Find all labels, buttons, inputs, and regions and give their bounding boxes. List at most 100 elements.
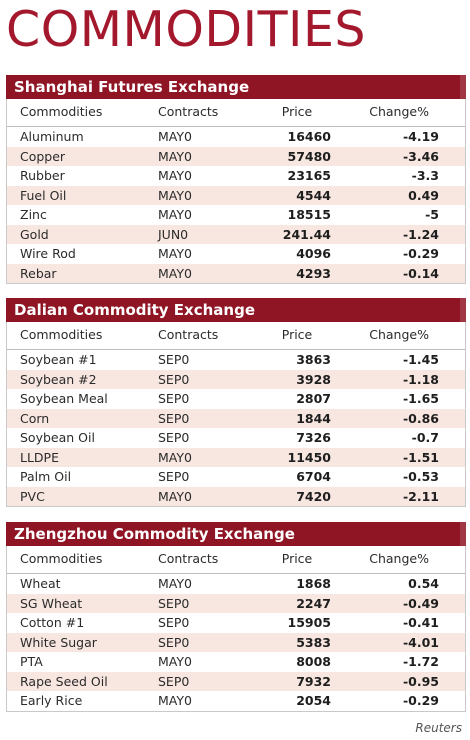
commodity-name: Soybean Oil (20, 430, 95, 445)
price-value: 3928 (296, 371, 331, 387)
price-value: 15905 (287, 615, 332, 630)
table-row: White Sugar SEP0 5383 -4.01 (7, 632, 465, 652)
column-header-price: Price (281, 551, 313, 566)
price-value: 3863 (296, 352, 331, 367)
commodity-name: Aluminum (20, 129, 84, 144)
price-value: 5383 (296, 634, 331, 650)
contract-month: MAY0 (158, 246, 192, 261)
column-header-contracts: Contracts (158, 104, 219, 119)
exchange-title: Dalian Commodity Exchange (6, 298, 466, 322)
contract-month: MAY0 (158, 693, 192, 708)
price-value: 6704 (296, 469, 331, 484)
contract-month: MAY0 (158, 129, 192, 144)
change-percent: -0.7 (411, 430, 439, 445)
table-row: Soybean Oil SEP0 7326 -0.7 (7, 428, 465, 448)
table-row: Rape Seed Oil SEP0 7932 -0.95 (7, 671, 465, 691)
table-row: Corn SEP0 1844 -0.86 (7, 408, 465, 428)
contract-month: SEP0 (158, 634, 190, 650)
change-percent: 0.54 (408, 576, 439, 591)
table-row: Soybean Meal SEP0 2807 -1.65 (7, 389, 465, 409)
contract-month: SEP0 (158, 595, 190, 611)
price-value: 16460 (287, 129, 332, 144)
column-header-price: Price (281, 104, 313, 119)
table-header: Commodities Contracts Price Change% (7, 322, 465, 350)
commodity-name: Rubber (20, 168, 65, 183)
price-value: 7326 (296, 430, 331, 445)
table-row: Rubber MAY0 23165 -3.3 (7, 166, 465, 186)
commodity-name: Copper (20, 148, 66, 164)
change-percent: -0.86 (402, 410, 439, 426)
table-row: Wheat MAY0 1868 0.54 (7, 574, 465, 594)
price-value: 7420 (296, 488, 331, 504)
commodity-name: Wheat (20, 576, 61, 591)
contract-month: MAY0 (158, 168, 192, 183)
contract-month: SEP0 (158, 391, 190, 406)
change-percent: -0.53 (402, 469, 439, 484)
change-percent: 0.49 (408, 187, 439, 203)
commodity-table: Commodities Contracts Price Change% Aluminum… (6, 99, 466, 284)
commodity-name: Cotton #1 (20, 615, 85, 630)
column-header-contracts: Contracts (158, 327, 219, 342)
contract-month: SEP0 (158, 673, 190, 689)
column-header-change: Change% (369, 551, 429, 566)
exchange-title: Shanghai Futures Exchange (6, 75, 466, 99)
change-percent: -1.72 (402, 654, 439, 669)
table-row: Zinc MAY0 18515 -5 (7, 205, 465, 225)
price-value: 18515 (287, 207, 332, 222)
contract-month: MAY0 (158, 265, 192, 281)
column-header-commodities: Commodities (20, 551, 103, 566)
table-row: PVC MAY0 7420 -2.11 (7, 486, 465, 506)
table-row: Gold JUN0 241.44 -1.24 (7, 224, 465, 244)
change-percent: -0.41 (402, 615, 439, 630)
column-header-contracts: Contracts (158, 551, 219, 566)
commodity-table: Commodities Contracts Price Change% Wheat MAY… (6, 546, 466, 712)
price-value: 2807 (296, 391, 331, 406)
change-percent: -3.3 (411, 168, 439, 183)
table-row: LLDPE MAY0 11450 -1.51 (7, 447, 465, 467)
contract-month: SEP0 (158, 615, 190, 630)
column-header-change: Change% (369, 327, 429, 342)
table-row: Fuel Oil MAY0 4544 0.49 (7, 185, 465, 205)
exchange-section: Shanghai Futures Exchange Commodities Cont… (6, 75, 466, 284)
contract-month: SEP0 (158, 469, 190, 484)
change-percent: -4.19 (402, 129, 439, 144)
commodity-table: Commodities Contracts Price Change% Soybean … (6, 322, 466, 507)
change-percent: -0.14 (402, 265, 439, 281)
change-percent: -2.11 (402, 488, 439, 504)
contract-month: MAY0 (158, 148, 192, 164)
column-header-change: Change% (369, 104, 429, 119)
change-percent: -1.18 (402, 371, 439, 387)
table-row: Rebar MAY0 4293 -0.14 (7, 263, 465, 283)
exchange-section: Zhengzhou Commodity Exchange Commodities C… (6, 522, 466, 712)
price-value: 8008 (296, 654, 331, 669)
commodity-name: Soybean #1 (20, 352, 97, 367)
page-title: COMMODITIES (6, 1, 367, 58)
contract-month: MAY0 (158, 654, 192, 669)
change-percent: -4.01 (402, 634, 439, 650)
exchange-section: Dalian Commodity Exchange Commodities Cont… (6, 298, 466, 507)
price-value: 4544 (296, 187, 331, 203)
price-value: 4096 (296, 246, 331, 261)
commodity-name: SG Wheat (20, 595, 83, 611)
commodity-name: Rebar (20, 265, 57, 281)
commodity-name: Rape Seed Oil (20, 673, 108, 689)
change-percent: -1.45 (402, 352, 439, 367)
change-percent: -0.49 (402, 595, 439, 611)
commodity-name: Soybean Meal (20, 391, 108, 406)
contract-month: SEP0 (158, 352, 190, 367)
table-row: Soybean #2 SEP0 3928 -1.18 (7, 369, 465, 389)
change-percent: -1.51 (402, 449, 439, 465)
price-value: 2054 (296, 693, 331, 708)
price-value: 1844 (296, 410, 331, 426)
commodity-name: Soybean #2 (20, 371, 97, 387)
contract-month: MAY0 (158, 187, 192, 203)
contract-month: SEP0 (158, 410, 190, 426)
change-percent: -5 (425, 207, 439, 222)
table-row: Soybean #1 SEP0 3863 -1.45 (7, 350, 465, 370)
source-credit: Reuters (415, 721, 462, 735)
contract-month: MAY0 (158, 449, 192, 465)
table-row: Early Rice MAY0 2054 -0.29 (7, 691, 465, 711)
table-row: Palm Oil SEP0 6704 -0.53 (7, 467, 465, 487)
contract-month: JUN0 (158, 226, 189, 242)
commodity-name: Corn (20, 410, 50, 426)
